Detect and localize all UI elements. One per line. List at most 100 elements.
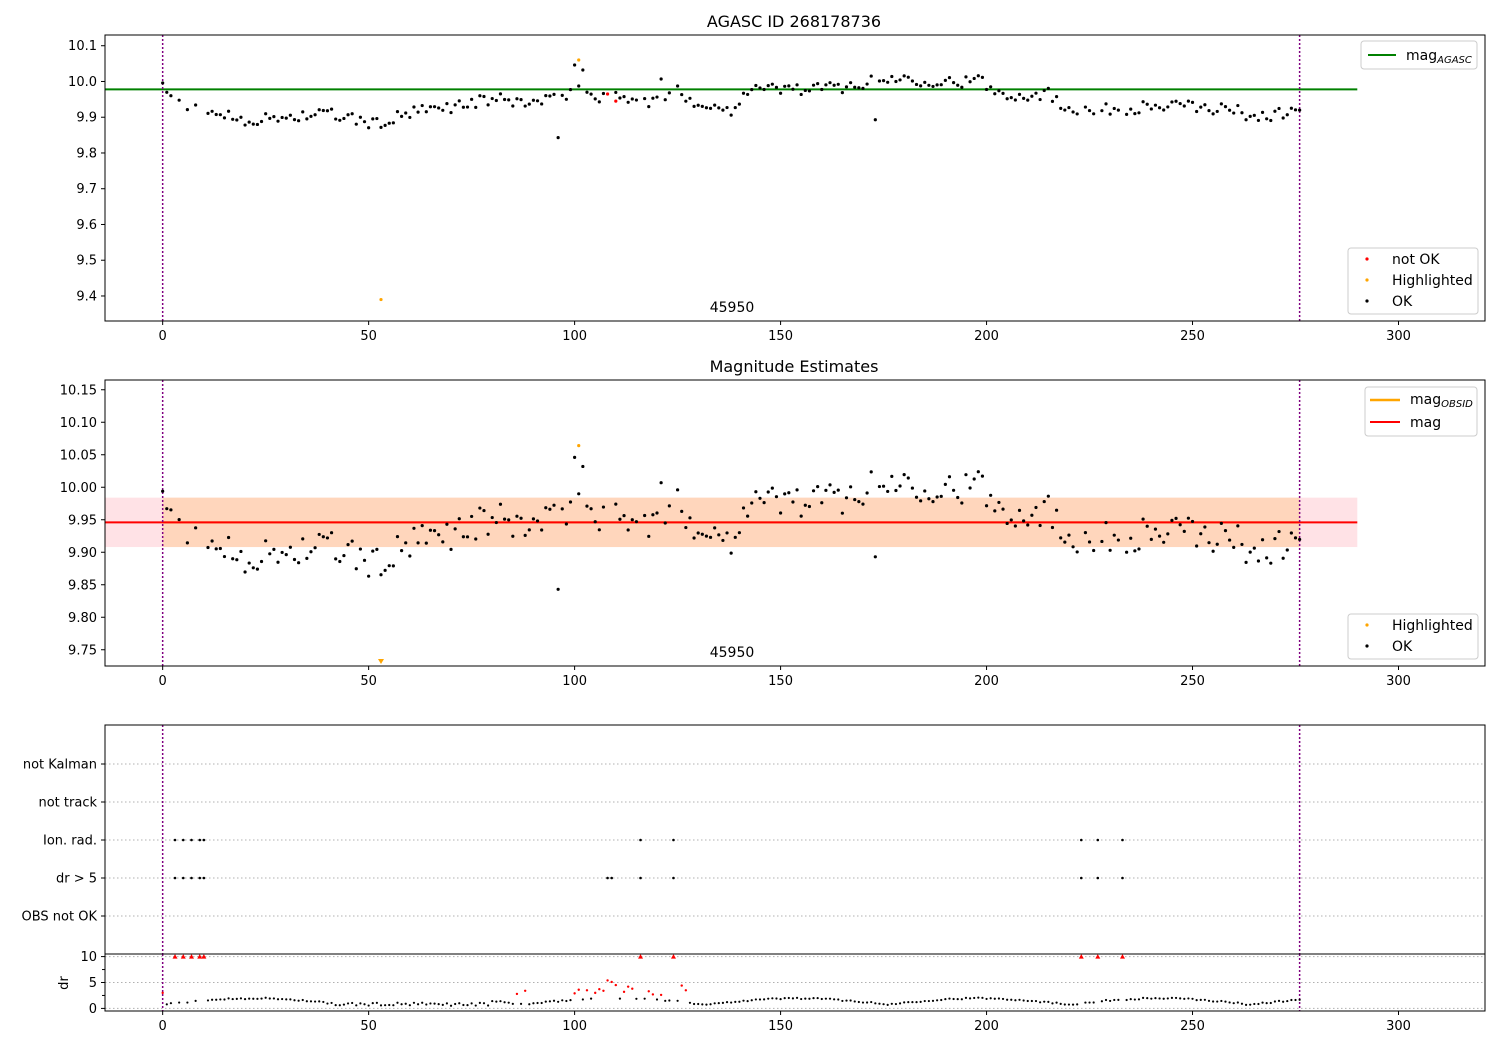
agasc-y-tick-label: 9.5: [76, 254, 97, 269]
dr-ok-point: [725, 1000, 729, 1004]
dr-ok-point: [767, 997, 770, 1000]
magnitude-estimates-title: Magnitude Estimates: [710, 357, 879, 376]
magnitude-ok-point: [601, 505, 606, 509]
magnitude-ok-point: [268, 552, 272, 556]
agasc-ok-point: [185, 108, 189, 112]
magnitude-ok-point: [919, 499, 923, 503]
magnitude-ok-point: [634, 520, 639, 524]
magnitude-ok-point: [984, 504, 989, 508]
dr-not-ok-point: [684, 989, 688, 992]
agasc-ok-point: [1223, 105, 1228, 109]
dr-axes-frame: [104, 953, 1486, 1012]
magnitude-ok-point: [568, 500, 573, 504]
magnitude-ok-point: [721, 538, 725, 543]
agasc-ok-point: [346, 113, 350, 117]
dr-ok-point: [1170, 996, 1174, 999]
dr-ok-point: [243, 998, 247, 1001]
dr-ok-point: [750, 999, 753, 1002]
agasc-ok-point: [1112, 106, 1116, 111]
dr-ok-point: [1006, 998, 1009, 1001]
dr-capped-marker: [1095, 954, 1101, 959]
dr-not-ok-point: [598, 988, 601, 991]
dr-ok-point: [1125, 998, 1128, 1002]
dr-capped-marker: [172, 954, 178, 959]
magnitude-ok-point: [1190, 519, 1195, 524]
agasc-ok-point: [453, 103, 457, 107]
agasc-ok-point: [437, 106, 441, 110]
magnitude-ok-point: [754, 490, 758, 494]
agasc-ok-point: [288, 113, 292, 117]
magnitude-ok-point: [935, 495, 939, 499]
agasc-panel: AGASC ID 268178736 0 50 100 150 200 250 300 9.4…: [68, 12, 1486, 344]
magnitude-ok-point: [552, 503, 556, 507]
magnitude-ok-point: [807, 504, 812, 509]
agasc-ok-point: [581, 68, 585, 72]
dr-ok-point: [1236, 1001, 1239, 1004]
dr-ok-point: [874, 1002, 877, 1005]
magnitude-ok-point: [849, 485, 853, 489]
magnitude-ok-point: [1199, 532, 1203, 536]
agasc-ok-point: [774, 85, 779, 89]
flag-marker: [672, 838, 675, 842]
dr-ok-point: [845, 999, 848, 1002]
agasc-ok-point: [358, 115, 363, 119]
magnitude-ok-point: [783, 492, 787, 496]
flag-marker: [1096, 838, 1100, 842]
magnitude-ok-point: [581, 464, 585, 469]
legend-highlighted-marker: [1365, 278, 1369, 282]
magnitude-ok-point: [684, 525, 688, 530]
magnitude-ok-point: [1215, 542, 1219, 546]
dr-ok-point: [705, 1003, 708, 1006]
agasc-ok-point: [1038, 97, 1042, 102]
dr-ok-point: [1059, 1002, 1062, 1006]
dr-ok-point: [276, 998, 280, 1001]
magnitude-legend-lower: Highlighted OK: [1347, 613, 1479, 660]
agasc-ok-point: [457, 99, 461, 103]
magnitude-ok-point: [951, 488, 956, 492]
dr-ok-point: [1055, 1001, 1058, 1004]
magnitude-ok-point: [688, 516, 692, 520]
agasc-ok-point: [820, 87, 824, 92]
agasc-ok-point: [849, 81, 853, 85]
magnitude-ok-point: [161, 489, 165, 493]
dr-ok-point: [1150, 997, 1153, 1000]
agasc-ok-point: [1017, 92, 1022, 97]
dr-not-ok-point: [602, 989, 605, 992]
dr-ok-point: [248, 997, 251, 1000]
agasc-y-tick-label: 9.9: [76, 111, 97, 126]
dr-ok-point: [346, 1002, 350, 1005]
dr-ok-point: [1207, 999, 1211, 1002]
dr-ok-point: [169, 1002, 173, 1005]
dr-ok-point: [804, 997, 807, 1000]
dr-ok-point: [1092, 1001, 1095, 1004]
magnitude-ok-point: [873, 555, 877, 559]
dr-ok-point: [363, 1003, 366, 1006]
agasc-ok-point: [325, 109, 330, 113]
agasc-ok-point: [1100, 109, 1104, 113]
magnitude-ok-point: [313, 546, 317, 550]
agasc-x-tick-label: 300: [1386, 329, 1411, 344]
dr-ok-point: [1282, 1000, 1285, 1003]
dr-ok-point: [676, 999, 679, 1002]
agasc-ok-point: [684, 99, 688, 103]
agasc-ok-point: [844, 85, 849, 89]
flag-marker: [639, 876, 642, 880]
agasc-ok-point: [1277, 106, 1281, 111]
dr-ok-point: [544, 1000, 547, 1003]
agasc-ok-point: [976, 74, 980, 78]
agasc-ok-point: [531, 98, 536, 102]
dr-ok-point: [1195, 999, 1198, 1002]
agasc-ok-point: [696, 103, 700, 107]
agasc-ok-point: [655, 95, 659, 99]
agasc-ok-point: [552, 92, 556, 96]
agasc-ok-point: [239, 115, 243, 119]
magnitude-ok-point: [1100, 539, 1104, 544]
magnitude-ok-point: [358, 547, 363, 551]
magnitude-ok-point: [338, 559, 342, 564]
agasc-ok-point: [865, 82, 869, 86]
magnitude-ok-point: [486, 532, 490, 536]
magnitude-ok-point: [1289, 531, 1293, 535]
agasc-ok-point: [313, 113, 317, 117]
magnitude-ok-point: [470, 514, 474, 519]
magnitude-ok-point: [449, 547, 453, 551]
